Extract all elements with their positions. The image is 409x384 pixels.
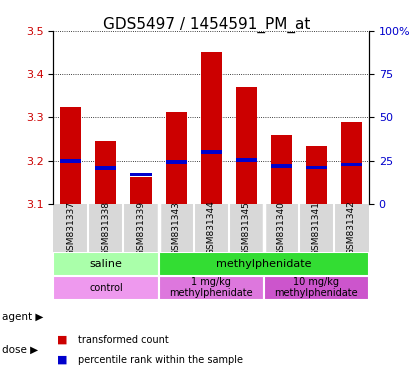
Bar [305,166,326,169]
Bar [235,158,256,162]
Text: saline: saline [89,259,122,269]
Text: percentile rank within the sample: percentile rank within the sample [78,355,242,365]
Text: 1 mg/kg
methylphenidate: 1 mg/kg methylphenidate [169,277,252,298]
Bar [200,151,221,154]
Bar [95,166,116,170]
Bar [130,173,151,176]
Text: GSM831345: GSM831345 [241,201,250,255]
Text: control: control [89,283,122,293]
Text: GSM831340: GSM831340 [276,201,285,255]
Bar [235,87,256,204]
Bar [60,159,81,162]
Bar [95,141,116,204]
Bar [270,164,291,168]
Bar [270,135,291,204]
Text: GSM831337: GSM831337 [66,200,75,256]
Bar [158,252,368,276]
Text: ■: ■ [57,355,68,365]
Text: GSM831342: GSM831342 [346,201,355,255]
Text: GSM831339: GSM831339 [136,200,145,256]
Text: GSM831343: GSM831343 [171,201,180,255]
Bar [60,107,81,204]
Text: GSM831344: GSM831344 [206,201,215,255]
Bar [165,112,186,204]
Text: dose ▶: dose ▶ [2,344,38,354]
Text: transformed count: transformed count [78,335,168,345]
Bar [340,162,361,166]
Text: ■: ■ [57,335,68,345]
Text: methylphenidate: methylphenidate [216,259,311,269]
Bar [200,52,221,204]
Bar [340,122,361,204]
Text: agent ▶: agent ▶ [2,312,43,322]
Text: 10 mg/kg
methylphenidate: 10 mg/kg methylphenidate [274,277,357,298]
Text: GDS5497 / 1454591_PM_at: GDS5497 / 1454591_PM_at [103,17,310,33]
Text: GSM831338: GSM831338 [101,200,110,256]
Bar [53,276,158,300]
Bar [53,252,158,276]
Text: GSM831341: GSM831341 [311,201,320,255]
Bar [165,161,186,164]
Bar [263,276,368,300]
Bar [158,276,263,300]
Bar [305,146,326,204]
Bar [130,177,151,204]
